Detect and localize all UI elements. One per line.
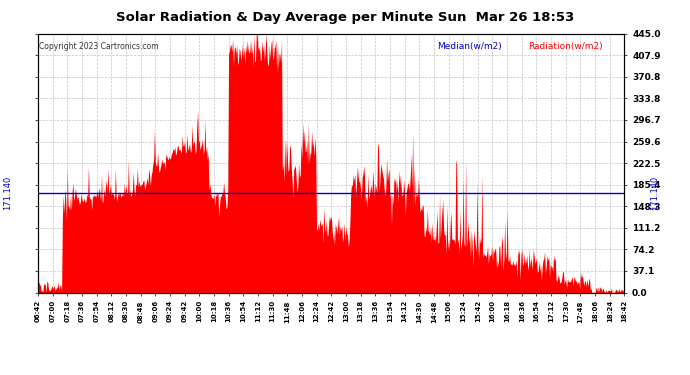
Text: Copyright 2023 Cartronics.com: Copyright 2023 Cartronics.com [39, 42, 159, 51]
Text: Median(w/m2): Median(w/m2) [437, 42, 502, 51]
Text: 171.140: 171.140 [651, 176, 660, 210]
Text: Radiation(w/m2): Radiation(w/m2) [528, 42, 602, 51]
Text: 171.140: 171.140 [3, 176, 12, 210]
Text: Solar Radiation & Day Average per Minute Sun  Mar 26 18:53: Solar Radiation & Day Average per Minute… [116, 11, 574, 24]
